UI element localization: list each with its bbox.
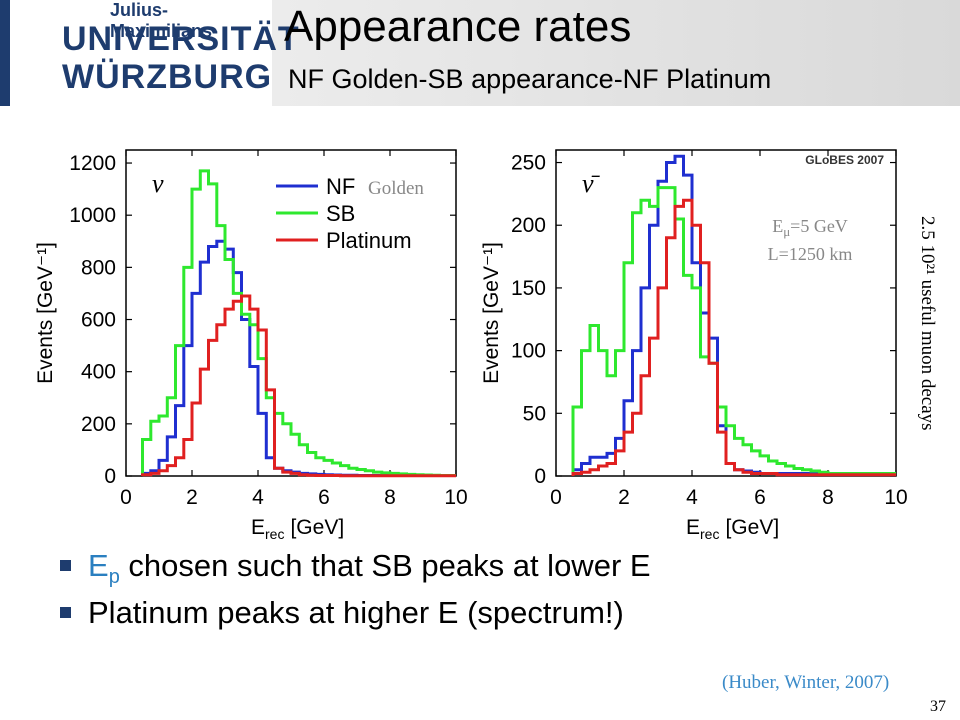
x-tick-label: 6 (754, 486, 766, 509)
y-tick-label: 50 (523, 402, 546, 425)
page-number: 37 (930, 698, 946, 715)
x-tick-label: 4 (252, 486, 264, 509)
x-tick-label: 6 (318, 486, 330, 509)
side-note-text: 2.5 10²¹ useful muon decays (917, 216, 938, 431)
legend-label-nf: NF (326, 174, 355, 199)
y-tick-label: 1200 (69, 152, 116, 175)
y-tick-label: 250 (511, 152, 546, 175)
series-sb-line (141, 169, 456, 477)
bullet-2-text: Platinum peaks at higher E (spectrum!) (88, 595, 624, 631)
logo-line-1: UNIVERSITÄT (62, 20, 300, 58)
x-tick-label: 10 (444, 486, 467, 509)
y-tick-label: 800 (81, 256, 116, 279)
bullet-1: Ep chosen such that SB peaks at lower E (60, 548, 651, 589)
bullet-1-lead: E (88, 548, 109, 583)
plot-frame (555, 149, 897, 477)
slide-subtitle: NF Golden-SB appearance-NF Platinum (288, 64, 772, 94)
x-tick-label: 2 (186, 486, 198, 509)
x-tick-label: 8 (822, 486, 834, 509)
legend-label-platinum: Platinum (326, 228, 412, 253)
series-platinum-line (141, 294, 456, 478)
y-tick-label: 200 (511, 214, 546, 237)
y-tick-label: 150 (511, 277, 546, 300)
x-tick-label: 0 (120, 486, 132, 509)
x-tick-label: 0 (550, 486, 562, 509)
x-tick-label: 8 (384, 486, 396, 509)
logo-line-small: Julius-Maximilians- (110, 0, 219, 41)
bullet-2: Platinum peaks at higher E (spectrum!) (60, 595, 651, 631)
neutrino-symbol: ν̄ (582, 169, 601, 198)
bullet-square-icon (60, 607, 71, 619)
series-platinum-line (571, 198, 896, 477)
slide-title: Appearance rates (284, 2, 632, 51)
x-tick-label: 10 (884, 486, 907, 509)
y-tick-label: 100 (511, 340, 546, 363)
y-axis-label: Events [GeV⁻¹] (480, 242, 503, 384)
legend-label-sb: SB (326, 201, 355, 226)
x-tick-label: 2 (618, 486, 630, 509)
globes-label: GLoBES 2007 (805, 153, 884, 167)
bullet-1-sub: p (108, 566, 120, 589)
plot-frame (125, 149, 457, 477)
baseline-annotation: L=1250 km (768, 244, 853, 264)
legend-golden-note: Golden (368, 178, 424, 199)
logo-line-2: WÜRZBURG (62, 58, 273, 96)
y-tick-label: 200 (81, 413, 116, 436)
x-tick-label: 4 (686, 486, 698, 509)
y-axis-label: Events [GeV⁻¹] (34, 242, 57, 384)
bullet-1-text: chosen such that SB peaks at lower E (119, 548, 651, 583)
y-tick-label: 0 (104, 465, 116, 488)
y-tick-label: 600 (81, 309, 116, 332)
chart-1: 0 2 4 6 8 10 0 200 400 600 800 1000 1200 Erec [GeV] Eve… (34, 149, 468, 540)
university-logo: Julius-Maximilians- UNIVERSITÄT WÜRZBURG (0, 0, 299, 106)
energy-annotation: Eμ=5 GeV (772, 216, 848, 239)
y-tick-label: 400 (81, 361, 116, 384)
y-tick-label: 0 (534, 465, 546, 488)
x-axis-label: Erec [GeV] (251, 516, 344, 540)
bullet-list: Ep chosen such that SB peaks at lower E … (60, 548, 651, 637)
x-axis-label: Erec [GeV] (686, 516, 779, 540)
slide-header: Julius-Maximilians- UNIVERSITÄT WÜRZBURG… (0, 0, 960, 106)
logo-bar (0, 0, 10, 106)
reference: (Huber, Winter, 2007) (722, 672, 890, 693)
neutrino-symbol: ν (152, 169, 164, 198)
bullet-square-icon (60, 560, 71, 571)
y-tick-label: 1000 (69, 204, 116, 227)
